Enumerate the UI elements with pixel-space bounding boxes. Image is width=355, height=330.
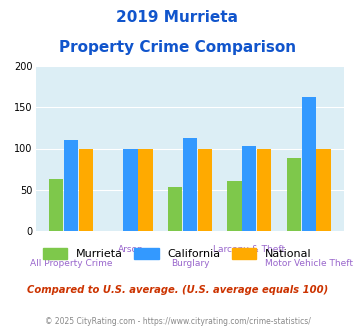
Text: All Property Crime: All Property Crime: [30, 259, 113, 268]
Text: Larceny & Theft: Larceny & Theft: [213, 245, 285, 254]
Text: Motor Vehicle Theft: Motor Vehicle Theft: [265, 259, 353, 268]
Bar: [242, 146, 256, 231]
Bar: [79, 148, 93, 231]
Bar: [49, 179, 64, 231]
Text: © 2025 CityRating.com - https://www.cityrating.com/crime-statistics/: © 2025 CityRating.com - https://www.city…: [45, 317, 310, 326]
Bar: [124, 148, 138, 231]
Bar: [227, 181, 242, 231]
Text: Compared to U.S. average. (U.S. average equals 100): Compared to U.S. average. (U.S. average …: [27, 285, 328, 295]
Text: 2019 Murrieta: 2019 Murrieta: [116, 10, 239, 25]
Text: Arson: Arson: [118, 245, 143, 254]
Bar: [183, 138, 197, 231]
Bar: [198, 148, 212, 231]
Bar: [302, 96, 316, 231]
Bar: [138, 148, 153, 231]
Text: Property Crime Comparison: Property Crime Comparison: [59, 40, 296, 54]
Bar: [287, 157, 301, 231]
Bar: [64, 140, 78, 231]
Bar: [316, 148, 331, 231]
Legend: Murrieta, California, National: Murrieta, California, National: [43, 248, 312, 259]
Text: Burglary: Burglary: [171, 259, 209, 268]
Bar: [257, 148, 271, 231]
Bar: [168, 187, 182, 231]
